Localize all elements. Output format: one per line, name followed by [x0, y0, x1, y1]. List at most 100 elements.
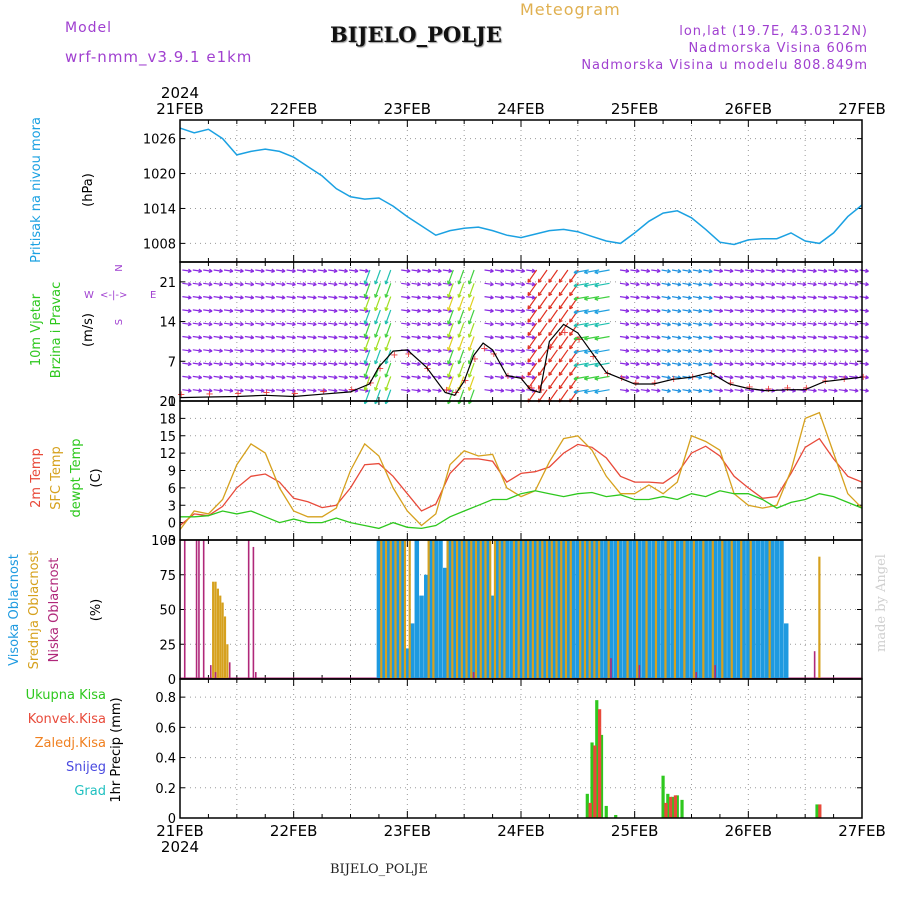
wind-arrow	[374, 296, 381, 311]
wind-arrow-head	[250, 295, 255, 299]
cloud-mid-bar	[692, 540, 695, 678]
wind-arrow	[494, 389, 504, 392]
wind-arrow-head	[636, 308, 640, 312]
wind-arrow-head	[594, 378, 599, 381]
wind-arrow-head	[385, 321, 389, 325]
temperature-ytick-label: -3	[163, 534, 176, 549]
wind-arrow	[640, 309, 650, 312]
wind-arrow-head	[385, 334, 389, 338]
cloud-mid-bar	[517, 540, 520, 678]
wind-arrow	[203, 322, 213, 326]
wind-arrow	[421, 375, 432, 379]
wind-arrow	[817, 375, 827, 379]
wind-arrow-head	[438, 361, 442, 365]
wind-arrow-head	[438, 335, 442, 339]
wind-arrow	[640, 335, 650, 339]
compass-e: E	[150, 290, 156, 301]
wind-arrow-head	[698, 268, 703, 273]
wind-arrow	[630, 389, 640, 392]
wind-arrow-head	[719, 335, 724, 339]
cloud-high-bar	[428, 540, 434, 678]
wind-arrow-head	[500, 321, 505, 325]
wind-arrow	[457, 309, 465, 325]
wind-arrow-head	[438, 348, 442, 352]
wind-arrow	[594, 269, 610, 274]
wind-arrow-head	[292, 321, 296, 325]
wind-arrow	[537, 309, 548, 323]
wind-arrow-head	[500, 308, 505, 312]
wind-arrow-head	[374, 401, 379, 405]
wind-arrow-head	[344, 348, 348, 352]
wind-arrow-head	[750, 361, 755, 365]
precip-ylabel: 1hr Precip (mm)	[109, 697, 124, 802]
wind-arrow	[265, 282, 275, 286]
wind-arrow	[765, 375, 775, 379]
wind-arrow	[703, 282, 713, 286]
wind-arrow-head	[417, 308, 421, 312]
temperature-ytick-label: 0	[168, 517, 176, 532]
wind-arrow	[703, 309, 713, 313]
wind-arrow-head	[261, 348, 265, 352]
wind-arrow	[703, 349, 713, 352]
wind-arrow	[526, 349, 536, 352]
wind-arrow	[364, 349, 371, 365]
temp-ylabel-dewpt: dewpt Temp	[69, 438, 84, 517]
cloud-mid-bar	[749, 540, 752, 678]
wind-arrow-head	[834, 335, 838, 339]
wind-arrow-head	[447, 347, 452, 352]
wind-arrow-head	[646, 348, 651, 352]
wind-arrow	[182, 309, 192, 312]
wind-arrow-head	[709, 335, 713, 339]
wind-arrow-head	[281, 388, 286, 392]
wind-arrow	[442, 375, 452, 379]
wind-arrow	[630, 349, 640, 352]
wind-arrow-head	[468, 281, 473, 285]
cloud-mid-bar	[522, 540, 525, 678]
wind-arrow-head	[281, 335, 286, 339]
wind-arrow	[484, 362, 494, 365]
wind-arrow-head	[584, 351, 588, 355]
wind-arrow-head	[844, 375, 849, 379]
wind-arrow	[328, 309, 338, 312]
wind-arrow	[849, 296, 859, 299]
wind-arrow-head	[250, 388, 255, 392]
wind-arrow	[286, 309, 296, 312]
wind-arrow	[385, 322, 392, 338]
wind-arrow	[558, 296, 569, 310]
cloud-mid-bar	[493, 540, 497, 678]
wind-arrow-head	[538, 359, 542, 363]
wind-arrow-head	[333, 308, 338, 312]
cloud-high-bar	[604, 540, 609, 678]
wind-arrow-head	[854, 295, 859, 299]
precip-conv-bar	[669, 796, 673, 818]
clouds-ytick-label: 0	[168, 673, 176, 688]
wind-arrow	[828, 335, 838, 339]
wind-arrow-head	[667, 348, 671, 352]
wind-arrow	[817, 335, 827, 339]
wind-arrow	[364, 269, 371, 285]
wind-arrow-head	[813, 375, 817, 379]
cloud-mid-bar	[380, 540, 383, 678]
wind-arrow-head	[865, 281, 869, 286]
wind-arrow-head	[813, 361, 817, 365]
wind-arrow	[255, 335, 265, 339]
cloud-mid-bar	[635, 540, 639, 678]
wind-arrow-head	[802, 281, 807, 286]
wind-arrow-head	[709, 268, 713, 273]
wind-arrow	[838, 296, 848, 299]
wind-arrow-head	[302, 281, 307, 286]
model-label: Model	[65, 20, 113, 36]
wind-mark: +	[390, 350, 398, 361]
cloud-high-bar	[717, 540, 723, 678]
cloud-low-bar	[252, 546, 255, 678]
cloud-mid-bar	[564, 540, 568, 678]
wind-arrow-head	[792, 281, 796, 286]
wind-arrow	[515, 389, 525, 392]
wind-arrow-head	[698, 282, 703, 286]
wind-arrow-head	[240, 375, 244, 379]
cloud-high-bar	[779, 540, 784, 678]
precip-conv-bar	[673, 795, 677, 818]
top-date-label: 24FEB	[497, 100, 544, 118]
wind-mark: +	[234, 389, 242, 400]
wind-arrow-head	[792, 321, 796, 325]
